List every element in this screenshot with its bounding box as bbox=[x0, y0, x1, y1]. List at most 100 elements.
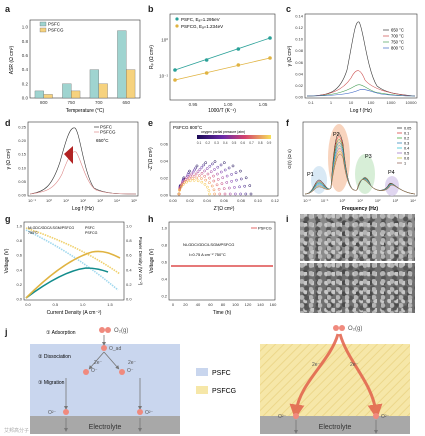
g-y2tick-2: 0.4 bbox=[126, 267, 132, 272]
e-xtick-6: 0.12 bbox=[271, 198, 280, 203]
c-xtick-3: 100 bbox=[368, 100, 375, 105]
h-xtick-4: 80 bbox=[221, 302, 226, 307]
e-point-1-5 bbox=[202, 163, 206, 167]
f-ylabel: G(τ) (Ω s) bbox=[287, 149, 292, 169]
fast-path-right-1 bbox=[289, 333, 340, 420]
b-point-0-2 bbox=[236, 47, 241, 51]
e-point-2-6 bbox=[208, 164, 212, 168]
b-fit-psfc bbox=[174, 37, 271, 71]
e-ytick-2: 0.04 bbox=[160, 159, 169, 164]
e-point-6-12 bbox=[218, 192, 222, 196]
panel-h-label: h bbox=[148, 214, 154, 224]
g-y2tick-3: 0.6 bbox=[126, 253, 132, 258]
b-ylabel: Rₚ (Ω cm²) bbox=[149, 45, 155, 69]
f-peak-p2: P2 bbox=[333, 132, 340, 138]
panel-a-chart: 0.0 0.2 0.4 0.6 0.8 1.0 800 750 700 650 PSFC PSF… bbox=[9, 19, 141, 114]
e-cbtick-8: 0.9 bbox=[267, 141, 272, 145]
o2-minus-right-1-label: O²⁻ bbox=[278, 414, 287, 420]
c-xtick-1: 1 bbox=[330, 100, 333, 105]
g-ytick-4: 0.8 bbox=[16, 238, 22, 243]
e-xtick-2: 0.04 bbox=[203, 198, 212, 203]
e-point-1-4 bbox=[194, 166, 198, 170]
e-point-6-5 bbox=[192, 174, 196, 178]
e-point-1-6 bbox=[211, 162, 214, 166]
g-temp: 750°C bbox=[28, 231, 38, 235]
g-xtick-2: 1.0 bbox=[80, 302, 86, 307]
e-point-8-2 bbox=[179, 185, 183, 189]
legend-psfc-swatch bbox=[196, 368, 208, 376]
f-xtick-2: 10⁰ bbox=[339, 199, 345, 203]
b-xtick-0: 0.95 bbox=[189, 102, 198, 107]
d-ylabel: γ (Ω cm²) bbox=[6, 148, 12, 169]
h-condition: I=0.75 A cm⁻² 750°C bbox=[189, 252, 226, 257]
e-xtick-0: 0.00 bbox=[169, 198, 178, 203]
electrolyte-right bbox=[260, 416, 410, 434]
e-point-2-12 bbox=[239, 192, 242, 196]
e-point-7-10 bbox=[210, 184, 214, 188]
c-legend-700: 700 °C bbox=[391, 34, 404, 39]
oad-left bbox=[101, 345, 107, 351]
g-ytick-0: 0.0 bbox=[16, 297, 22, 302]
watermark: 艾邦高分子 bbox=[4, 427, 29, 434]
d-xtick-3: 10² bbox=[80, 198, 86, 203]
h-ytick-0: 0.2 bbox=[161, 294, 167, 299]
panel-h-chart: PSFCG Ni-GDC/GDC/LSGM/PSFCG I=0.75 A cm⁻… bbox=[149, 221, 277, 316]
a-bar-psfc-700 bbox=[89, 69, 99, 99]
e-title: PSFCG 800°C bbox=[173, 125, 203, 130]
o2-molecule-left bbox=[99, 327, 105, 333]
e-point-8-11 bbox=[207, 189, 211, 192]
e-point-1-8 bbox=[227, 166, 231, 170]
e-point-5-9 bbox=[216, 178, 220, 181]
h-xtick-6: 120 bbox=[245, 302, 252, 307]
step-migration: ③ Migration bbox=[38, 380, 65, 386]
e-point-3-5 bbox=[198, 168, 202, 171]
e-point-2-4 bbox=[193, 168, 196, 172]
o2-gas-left: O₂(g) bbox=[114, 328, 128, 334]
o2-minus-left-2-label: O²⁻ bbox=[145, 410, 154, 416]
b-point-0-1 bbox=[204, 58, 209, 62]
panel-f-label: f bbox=[286, 118, 289, 128]
panel-g-label: g bbox=[5, 214, 11, 224]
h-xlabel: Time (h) bbox=[213, 310, 232, 316]
f-xlabel: Frequency (Hz) bbox=[342, 206, 378, 212]
e-cbtick-7: 0.8 bbox=[258, 141, 263, 145]
h-ytick-1: 0.4 bbox=[161, 277, 167, 282]
e-point-4-9 bbox=[221, 176, 225, 180]
h-xtick-7: 140 bbox=[257, 302, 264, 307]
e-point-2-7 bbox=[216, 165, 220, 169]
legend-psfcg: PSFCG bbox=[212, 388, 236, 395]
e-point-4-11 bbox=[227, 186, 231, 190]
e-point-5-10 bbox=[220, 182, 224, 186]
e-point-4-5 bbox=[196, 170, 200, 174]
h-xtick-3: 60 bbox=[208, 302, 213, 307]
e-point-8-9 bbox=[203, 182, 207, 186]
e-point-1-10 bbox=[239, 177, 243, 181]
g-y2tick-4: 0.8 bbox=[126, 238, 132, 243]
g-ytick-5: 1.0 bbox=[16, 224, 22, 229]
electron-left-2: 2e⁻ bbox=[128, 360, 137, 366]
a-ylabel: ASR (Ω cm²) bbox=[9, 45, 15, 74]
d-xtick-5: 10⁴ bbox=[114, 198, 120, 203]
c-legend-800: 800 °C bbox=[391, 46, 404, 51]
b-legend-psfc: PSFC, Eₐ=1.295eV bbox=[181, 17, 220, 22]
e-point-6-9 bbox=[212, 179, 216, 183]
b-legend-psfcg-marker bbox=[175, 24, 179, 28]
e-point-0-8 bbox=[231, 164, 235, 168]
e-ytick-3: 0.06 bbox=[160, 142, 169, 147]
panel-i-label: i bbox=[286, 214, 289, 224]
e-point-0-9 bbox=[239, 169, 242, 173]
b-ytick-0: 10⁰ bbox=[161, 38, 168, 43]
c-ytick-0: 0.00 bbox=[295, 95, 304, 100]
a-ytick-0: 0.0 bbox=[22, 96, 29, 101]
panel-d-label: d bbox=[5, 118, 11, 128]
b-point-1-1 bbox=[204, 71, 209, 75]
c-ytick-1: 0.02 bbox=[295, 83, 304, 88]
e-point-7-9 bbox=[208, 181, 211, 185]
c-ytick-2: 0.04 bbox=[295, 71, 304, 76]
e-point-5-6 bbox=[200, 171, 204, 175]
b-xlabel: 1000/T (K⁻¹) bbox=[208, 108, 236, 114]
f-xtick-6: 10⁴ bbox=[410, 199, 416, 203]
g-ytick-2: 0.4 bbox=[16, 267, 22, 272]
e-point-1-12 bbox=[244, 192, 248, 196]
c-ytick-4: 0.08 bbox=[295, 48, 304, 53]
